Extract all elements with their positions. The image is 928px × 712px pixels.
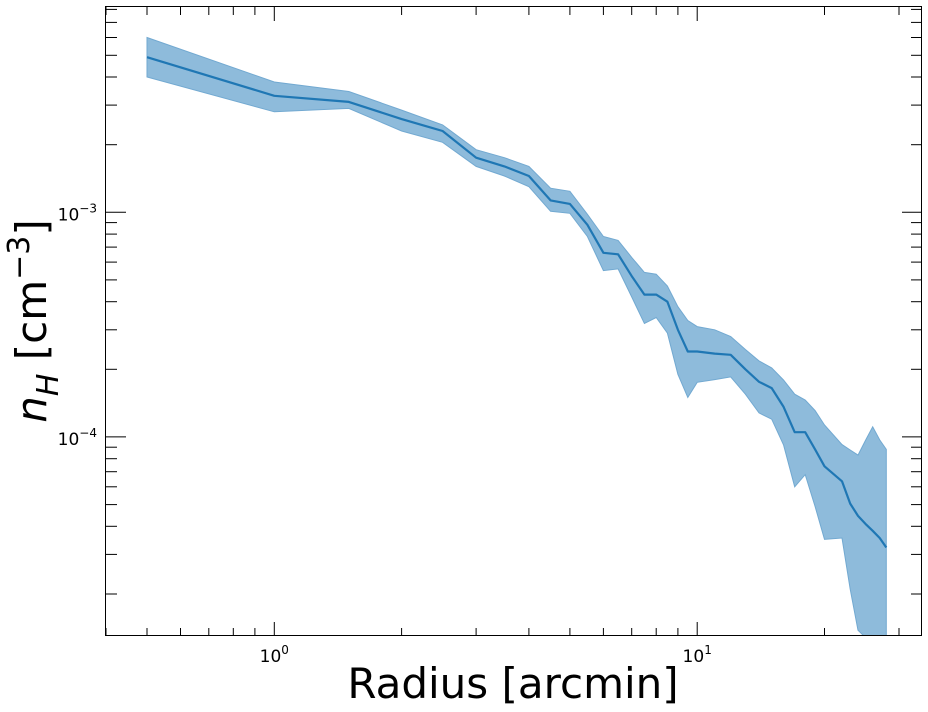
data-layer (145, 36, 889, 636)
y-tick-label-exponent: −3 (79, 201, 97, 215)
x-tick-label-exponent: 0 (281, 643, 289, 657)
y-axis-title-unit-open: [cm (7, 280, 56, 374)
data-point (884, 545, 889, 550)
y-tick-label-base: 10 (58, 430, 80, 450)
data-point (502, 164, 507, 169)
data-point (676, 327, 681, 332)
data-point (856, 514, 861, 519)
data-point (813, 447, 818, 452)
y-axis-title-subscript: H (31, 374, 66, 397)
data-point (474, 155, 479, 160)
density-profile-line (146, 56, 888, 549)
y-axis-title-base: n (7, 396, 56, 423)
data-point (728, 352, 733, 357)
data-point (527, 174, 532, 179)
y-tick-label: 10−3 (58, 201, 97, 225)
data-point (848, 501, 853, 506)
y-tick-label-base: 10 (58, 205, 80, 225)
data-point (712, 351, 717, 356)
data-point (822, 464, 827, 469)
data-point (654, 292, 659, 297)
data-point (272, 93, 277, 98)
data-point (757, 379, 762, 384)
data-point (440, 129, 445, 134)
x-tick-label-base: 10 (260, 647, 282, 667)
x-tick-label-exponent: 1 (704, 643, 712, 657)
data-point (695, 349, 700, 354)
x-tick-label-base: 10 (683, 647, 705, 667)
uncertainty-band (146, 36, 887, 636)
data-point (399, 117, 404, 122)
data-point (877, 536, 882, 541)
data-point (743, 367, 748, 372)
x-tick-label: 101 (683, 643, 712, 667)
data-point (585, 222, 590, 227)
data-point (769, 386, 774, 391)
data-point (665, 299, 670, 304)
plot-frame (105, 6, 922, 636)
data-point (548, 198, 553, 203)
data-point (616, 252, 621, 257)
tick-layer (105, 7, 922, 636)
data-point (792, 430, 797, 435)
data-point (346, 100, 351, 105)
data-point (685, 349, 690, 354)
y-axis-title: nH [cm−3] (2, 219, 66, 423)
data-point (870, 528, 875, 533)
data-point (629, 274, 634, 279)
y-axis-title-unit-close: ] (7, 219, 56, 235)
y-axis-title-unit-sup: −3 (2, 236, 37, 280)
y-tick-label: 10−4 (58, 426, 97, 450)
data-point (601, 250, 606, 255)
data-point (781, 405, 786, 410)
data-point (803, 430, 808, 435)
data-point (568, 202, 573, 207)
data-point (642, 292, 647, 297)
x-axis-title: Radius [arcmin] (347, 659, 678, 708)
data-point (863, 522, 868, 527)
y-tick-label-exponent: −4 (79, 426, 97, 440)
data-point (145, 55, 150, 60)
data-point (840, 479, 845, 484)
x-tick-label: 100 (260, 643, 289, 667)
